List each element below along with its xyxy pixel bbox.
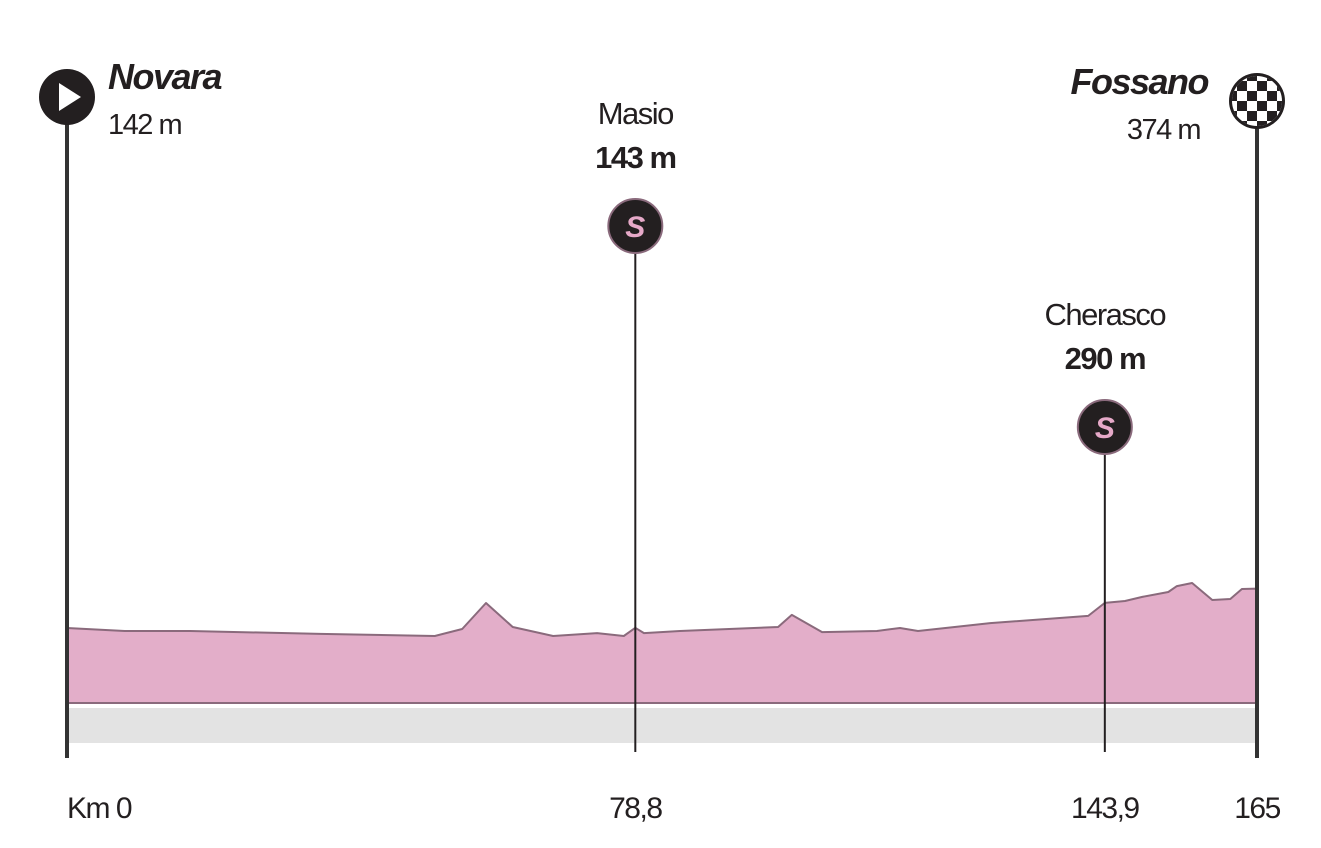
place-altitude: 374 m xyxy=(1127,114,1200,146)
sprint-symbol: S xyxy=(625,211,645,244)
checker-square xyxy=(1247,111,1257,121)
ground-band xyxy=(67,708,1257,743)
km-label: 165 xyxy=(1234,792,1280,825)
place-altitude: 290 m xyxy=(1065,341,1145,376)
checker-square xyxy=(1237,81,1247,91)
place-altitude: 142 m xyxy=(108,109,181,141)
checker-square xyxy=(1267,91,1277,101)
checker-square xyxy=(1267,111,1277,121)
sprint-icon xyxy=(607,198,664,254)
place-name: Cherasco xyxy=(1044,297,1165,332)
sprint-symbol: S xyxy=(1095,412,1115,445)
place-altitude: 143 m xyxy=(595,140,675,175)
place-name: Novara xyxy=(108,56,222,97)
checker-square xyxy=(1257,101,1267,111)
checker-square xyxy=(1277,101,1282,111)
finish-checker xyxy=(1232,76,1282,126)
checker-square xyxy=(1247,76,1257,81)
km-label: 78,8 xyxy=(609,792,662,825)
km-label: 143,9 xyxy=(1071,792,1139,825)
checker-square xyxy=(1237,101,1247,111)
checker-square xyxy=(1232,91,1237,101)
start-arrow xyxy=(59,83,81,111)
checker-square xyxy=(1277,121,1282,126)
sprint-icon xyxy=(1076,399,1133,455)
km-label: Km 0 xyxy=(67,792,132,825)
place-name: Fossano xyxy=(1070,61,1208,102)
checker-square xyxy=(1257,81,1267,91)
checker-square xyxy=(1247,91,1257,101)
elevation-area xyxy=(66,582,1258,704)
place-name: Masio xyxy=(598,96,673,131)
checker-square xyxy=(1232,76,1237,81)
checker-square xyxy=(1257,121,1267,126)
